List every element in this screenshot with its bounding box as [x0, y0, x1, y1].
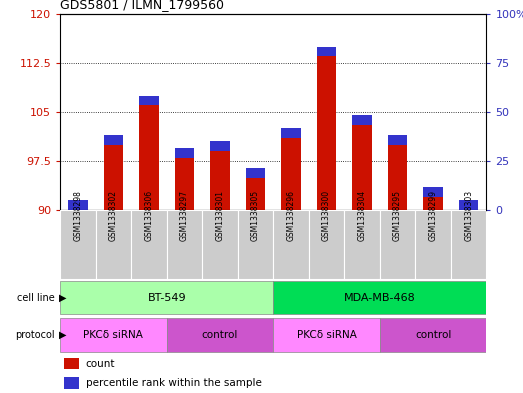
- Bar: [104, 135, 123, 210]
- Bar: [281, 129, 301, 138]
- Bar: [353, 115, 372, 125]
- Bar: [246, 168, 265, 210]
- Text: GSM1338299: GSM1338299: [429, 190, 438, 241]
- Text: BT-549: BT-549: [147, 293, 186, 303]
- Bar: [68, 200, 88, 210]
- Bar: [273, 281, 486, 314]
- Text: GSM1338306: GSM1338306: [144, 190, 153, 241]
- Bar: [380, 318, 486, 352]
- Bar: [423, 187, 443, 210]
- Bar: [139, 95, 158, 105]
- Text: percentile rank within the sample: percentile rank within the sample: [86, 378, 262, 388]
- Bar: [96, 210, 131, 279]
- Text: PKCδ siRNA: PKCδ siRNA: [297, 330, 357, 340]
- Text: MDA-MB-468: MDA-MB-468: [344, 293, 416, 303]
- Bar: [64, 377, 79, 389]
- Bar: [388, 135, 407, 210]
- Bar: [175, 148, 194, 158]
- Bar: [388, 135, 407, 145]
- Text: GSM1338297: GSM1338297: [180, 190, 189, 241]
- Text: GSM1338305: GSM1338305: [251, 190, 260, 241]
- Bar: [273, 210, 309, 279]
- Text: control: control: [202, 330, 238, 340]
- Text: control: control: [415, 330, 451, 340]
- Bar: [353, 115, 372, 210]
- Text: GSM1338298: GSM1338298: [73, 190, 83, 241]
- Text: PKCδ siRNA: PKCδ siRNA: [84, 330, 143, 340]
- Text: GDS5801 / ILMN_1799560: GDS5801 / ILMN_1799560: [60, 0, 224, 11]
- Bar: [210, 141, 230, 151]
- Bar: [273, 318, 380, 352]
- Bar: [281, 129, 301, 210]
- Bar: [459, 200, 479, 210]
- Bar: [167, 318, 273, 352]
- Bar: [451, 210, 486, 279]
- Text: GSM1338304: GSM1338304: [358, 190, 367, 241]
- Bar: [317, 46, 336, 56]
- Bar: [317, 46, 336, 210]
- Bar: [64, 358, 79, 369]
- Bar: [210, 141, 230, 210]
- Bar: [68, 200, 88, 210]
- Bar: [104, 135, 123, 145]
- Text: count: count: [86, 358, 115, 369]
- Text: ▶: ▶: [59, 330, 66, 340]
- Text: GSM1338303: GSM1338303: [464, 190, 473, 241]
- Bar: [344, 210, 380, 279]
- Bar: [415, 210, 451, 279]
- Text: ▶: ▶: [59, 293, 66, 303]
- Bar: [380, 210, 415, 279]
- Text: protocol: protocol: [15, 330, 55, 340]
- Bar: [423, 187, 443, 197]
- Text: GSM1338302: GSM1338302: [109, 190, 118, 241]
- Bar: [139, 95, 158, 210]
- Bar: [175, 148, 194, 210]
- Bar: [60, 318, 167, 352]
- Bar: [309, 210, 344, 279]
- Text: GSM1338301: GSM1338301: [215, 190, 224, 241]
- Text: cell line: cell line: [17, 293, 55, 303]
- Bar: [167, 210, 202, 279]
- Text: GSM1338296: GSM1338296: [287, 190, 295, 241]
- Bar: [131, 210, 167, 279]
- Text: GSM1338300: GSM1338300: [322, 190, 331, 241]
- Text: GSM1338295: GSM1338295: [393, 190, 402, 241]
- Bar: [238, 210, 273, 279]
- Bar: [202, 210, 238, 279]
- Bar: [246, 168, 265, 178]
- Bar: [459, 200, 479, 210]
- Bar: [60, 281, 273, 314]
- Bar: [60, 210, 96, 279]
